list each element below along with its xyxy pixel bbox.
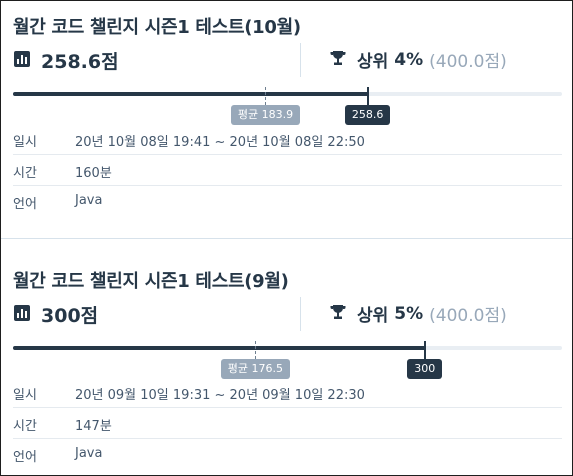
rank-group: 상위 4% (400.0점) — [329, 47, 507, 72]
detail-key: 언어 — [13, 450, 37, 465]
detail-key: 일시 — [13, 388, 37, 403]
score-marker — [366, 87, 369, 105]
challenge-title: 월간 코드 챌린지 시즌1 테스트(9월) — [13, 271, 289, 292]
rank-label: 상위 — [357, 52, 389, 72]
card-separator — [1, 238, 572, 239]
score-group: 258.6점 — [13, 47, 119, 74]
progress-fill — [13, 346, 425, 350]
rank-total: (400.0점) — [429, 52, 507, 72]
detail-row-duration: 시간 147분 — [13, 408, 562, 439]
detail-row-duration: 시간 160분 — [13, 155, 562, 186]
score-group: 300점 — [13, 301, 98, 328]
average-marker — [255, 341, 257, 359]
score-value: 300점 — [41, 305, 99, 327]
detail-row-language: 언어 Java — [13, 439, 562, 469]
score-marker — [423, 341, 426, 359]
rank-total: (400.0점) — [429, 306, 507, 326]
trophy-icon — [329, 49, 347, 71]
rank-group: 상위 5% (400.0점) — [329, 301, 507, 326]
detail-list: 일시 20년 10월 08일 19:41 ~ 20년 10월 08일 22:50… — [13, 124, 562, 216]
detail-row-language: 언어 Java — [13, 186, 562, 216]
score-tag: 258.6 — [344, 105, 391, 125]
detail-row-date: 일시 20년 09월 10일 19:31 ~ 20년 09월 10일 22:30 — [13, 377, 562, 408]
detail-key: 시간 — [13, 419, 37, 434]
detail-row-date: 일시 20년 10월 08일 19:41 ~ 20년 10월 08일 22:50 — [13, 124, 562, 155]
average-tag: 평균 183.9 — [230, 105, 301, 125]
rank-label: 상위 — [357, 306, 389, 326]
detail-key: 일시 — [13, 135, 37, 150]
progress-fill — [13, 92, 368, 96]
detail-value: 20년 09월 10일 19:31 ~ 20년 09월 10일 22:30 — [75, 388, 365, 403]
stats-divider — [300, 297, 301, 331]
rank-percent: 4% — [394, 49, 424, 70]
score-tag: 300 — [407, 359, 443, 379]
average-tag: 평균 176.5 — [220, 359, 290, 379]
detail-key: 시간 — [13, 166, 37, 181]
challenge-title: 월간 코드 챌린지 시즌1 테스트(10월) — [13, 17, 301, 38]
average-marker — [265, 87, 267, 105]
rank-percent: 5% — [394, 303, 424, 324]
score-progress: 평균 176.5 300 — [13, 341, 562, 385]
stats-divider — [300, 43, 301, 77]
detail-value: 160분 — [75, 166, 112, 181]
detail-list: 일시 20년 09월 10일 19:31 ~ 20년 09월 10일 22:30… — [13, 377, 562, 469]
bar-chart-icon — [13, 50, 31, 72]
detail-key: 언어 — [13, 197, 37, 212]
score-value: 258.6점 — [41, 51, 119, 73]
detail-value: Java — [75, 193, 103, 208]
stats-row: 300점 상위 5% (400.0점) — [13, 297, 562, 333]
trophy-icon — [329, 303, 347, 325]
detail-value: 20년 10월 08일 19:41 ~ 20년 10월 08일 22:50 — [75, 135, 365, 150]
stats-row: 258.6점 상위 4% (400.0점) — [13, 43, 562, 79]
score-progress: 평균 183.9 258.6 — [13, 87, 562, 131]
bar-chart-icon — [13, 304, 31, 326]
detail-value: Java — [75, 446, 103, 461]
detail-value: 147분 — [75, 419, 112, 434]
